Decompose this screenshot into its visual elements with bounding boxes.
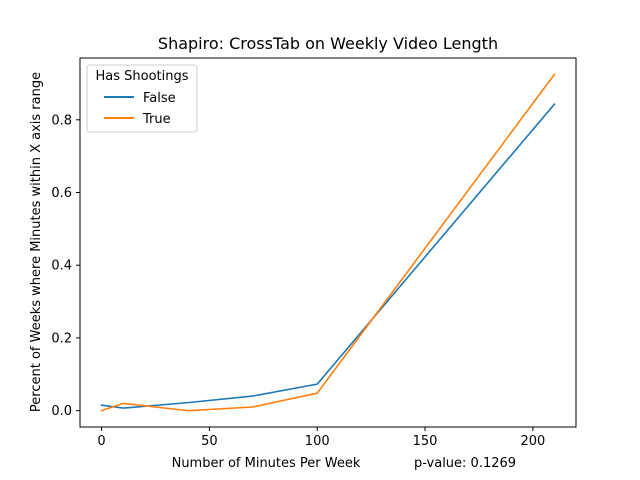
y-tick-label: 0.6	[51, 186, 72, 201]
x-tick-label: 50	[201, 434, 218, 449]
legend: Has Shootings False True	[86, 64, 198, 133]
x-tick-label: 150	[413, 434, 438, 449]
x-tick-label: 200	[520, 434, 545, 449]
y-tick-label: 0.4	[51, 259, 72, 274]
axis-ticks: 0 50 100 150 200 0.0 0.2 0.4 0.6 0.8	[51, 113, 545, 449]
legend-title: Has Shootings	[95, 69, 188, 84]
legend-label-true: True	[142, 112, 171, 127]
x-tick-label: 0	[97, 434, 105, 449]
p-value-label: p-value: 0.1269	[414, 456, 516, 471]
legend-box	[86, 64, 198, 133]
y-tick-label: 0.8	[51, 113, 72, 128]
y-tick-label: 0.2	[51, 331, 72, 346]
series-line-false	[100, 103, 556, 409]
series-line-true	[100, 73, 556, 412]
chart-title: Shapiro: CrossTab on Weekly Video Length	[158, 34, 498, 53]
x-tick-label: 100	[305, 434, 330, 449]
legend-label-false: False	[143, 91, 176, 106]
x-axis-label: Number of Minutes Per Week	[172, 456, 361, 471]
y-axis-label: Percent of Weeks where Minutes within X …	[29, 72, 44, 412]
series-lines	[100, 73, 556, 412]
y-tick-label: 0.0	[51, 404, 72, 419]
plot-frame	[79, 57, 577, 428]
